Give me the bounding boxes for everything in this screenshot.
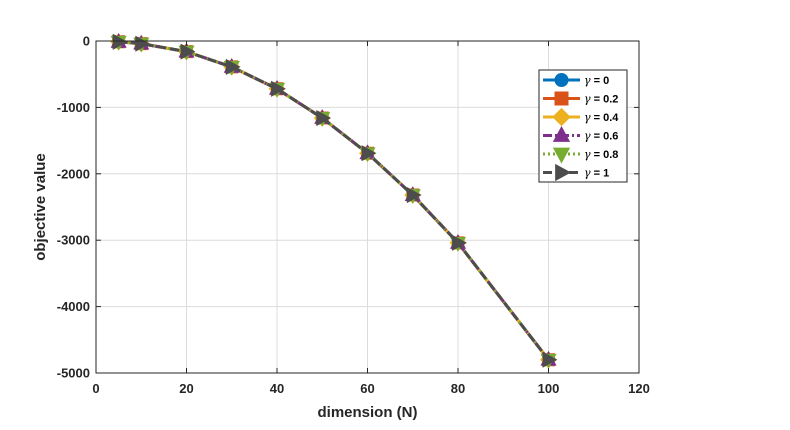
legend-label-symbol: γ xyxy=(584,93,591,106)
x-tick-label: 100 xyxy=(538,381,560,396)
y-tick-label: -3000 xyxy=(57,233,90,248)
y-tick-label: -4000 xyxy=(57,299,90,314)
legend-label: γ = 0.4 xyxy=(584,111,619,124)
x-tick-label: 60 xyxy=(360,381,374,396)
x-tick-label: 80 xyxy=(451,381,465,396)
data-point xyxy=(112,33,128,50)
data-point xyxy=(271,80,286,97)
legend-label-value: = 0 xyxy=(591,75,610,87)
legend-item: γ = 0.6 xyxy=(543,126,618,143)
legend-label-value: = 0.6 xyxy=(591,131,619,143)
legend-item: γ = 0 xyxy=(543,73,609,87)
data-point xyxy=(180,43,196,60)
legend-label-symbol: γ xyxy=(584,74,591,87)
legend-label: γ = 0 xyxy=(584,74,609,87)
legend-marker xyxy=(555,163,571,182)
data-point xyxy=(542,351,558,368)
data-point xyxy=(225,58,241,75)
legend: γ = 0γ = 0.2γ = 0.4γ = 0.6γ = 0.8γ = 1 xyxy=(538,69,628,183)
x-tick-label: 40 xyxy=(270,381,284,396)
series-line xyxy=(118,40,550,361)
data-point xyxy=(452,234,467,251)
legend-label-symbol: γ xyxy=(584,167,591,180)
legend-item: γ = 0.2 xyxy=(543,91,618,106)
legend-label: γ = 0.2 xyxy=(584,93,618,106)
legend-label-symbol: γ xyxy=(584,130,591,143)
legend-label: γ = 1 xyxy=(584,167,609,180)
data-point xyxy=(406,187,422,204)
tick-labels: 0 20 40 60 80 100 120 0 -1000 -2000 -3000 -4000 -500… xyxy=(57,34,650,397)
legend-item: γ = 1 xyxy=(543,163,609,182)
y-axis-label: objective value xyxy=(32,153,49,261)
legend-label: γ = 0.8 xyxy=(584,148,618,161)
legend-label-symbol: γ xyxy=(584,111,591,124)
x-tick-label: 120 xyxy=(628,381,650,396)
legend-box xyxy=(538,69,628,183)
legend-item: γ = 0.4 xyxy=(543,107,619,127)
legend-marker xyxy=(554,91,569,106)
legend-label-symbol: γ xyxy=(584,148,591,161)
legend-label-value: = 0.4 xyxy=(591,112,620,124)
series-5 xyxy=(112,33,558,368)
legend-marker xyxy=(554,73,569,87)
legend-label-value: = 0.8 xyxy=(591,149,619,161)
y-tick-label: -2000 xyxy=(57,166,90,181)
y-tick-label: -5000 xyxy=(57,366,90,381)
y-tick-label: -1000 xyxy=(57,100,90,115)
legend-label: γ = 0.6 xyxy=(584,130,618,143)
x-axis-label: dimension (N) xyxy=(318,404,418,421)
ticks xyxy=(95,40,640,374)
data-point xyxy=(316,109,332,127)
series-group xyxy=(110,32,558,369)
legend-marker xyxy=(552,107,571,127)
legend-marker xyxy=(552,126,571,142)
x-tick-label: 0 xyxy=(92,381,99,396)
y-tick-label: 0 xyxy=(83,34,90,49)
legend-marker xyxy=(552,147,571,164)
legend-label-value: = 0.2 xyxy=(591,94,619,106)
data-point xyxy=(135,35,151,52)
legend-item: γ = 0.8 xyxy=(543,147,618,164)
x-tick-label: 20 xyxy=(179,381,193,396)
data-point xyxy=(361,145,377,162)
series-line xyxy=(118,40,550,361)
legend-label-value: = 1 xyxy=(591,168,610,180)
